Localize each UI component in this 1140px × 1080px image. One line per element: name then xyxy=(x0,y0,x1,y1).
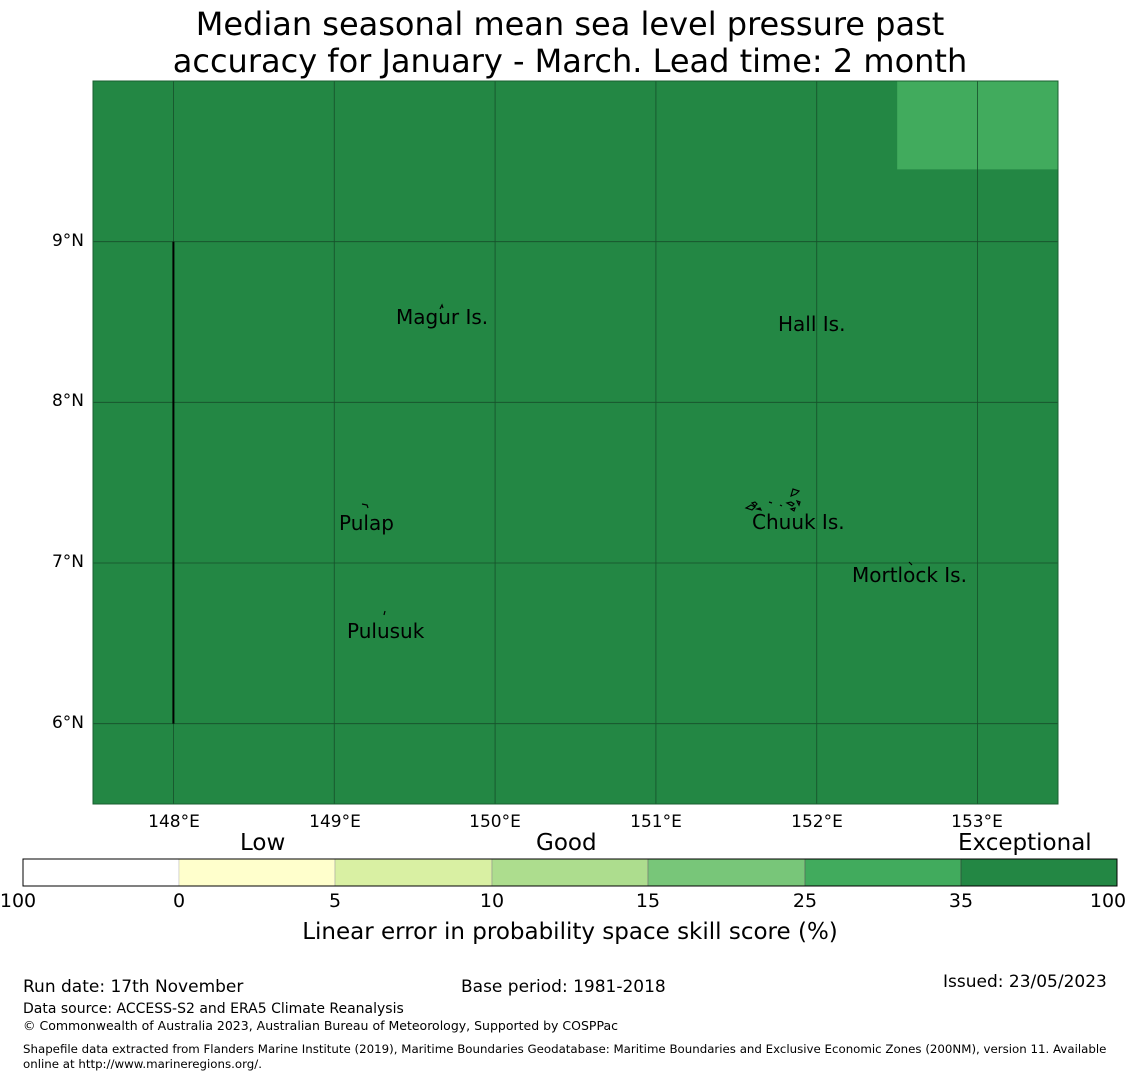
colorbar-tick: -100 xyxy=(0,890,37,912)
category-good: Good xyxy=(536,830,597,856)
place-label-magur: Magur Is. xyxy=(396,305,489,329)
colorbar-tick: 10 xyxy=(479,890,505,912)
lon-tick-150e: 150°E xyxy=(469,812,521,832)
colorbar-segment-2 xyxy=(178,858,336,887)
colorbar-label: Linear error in probability space skill … xyxy=(302,919,838,945)
colorbar-segment-3 xyxy=(334,858,493,887)
island-outlines xyxy=(361,303,913,616)
pulusuk-island-outline xyxy=(383,610,386,616)
colorbar-tick: 0 xyxy=(172,890,186,912)
copyright-notice: © Commonwealth of Australia 2023, Austra… xyxy=(23,1018,618,1033)
colorbar-frame xyxy=(22,858,1118,887)
run-date: Run date: 17th November xyxy=(23,977,244,997)
map-title: Median seasonal mean sea level pressure … xyxy=(0,6,1140,80)
place-label-pulusuk: Pulusuk xyxy=(347,619,425,643)
lon-tick-151e: 151°E xyxy=(630,812,682,832)
shapefile-credit-line-2: online at http://www.marineregions.org/. xyxy=(23,1057,262,1071)
title-line-1: Median seasonal mean sea level pressure … xyxy=(195,5,945,43)
lat-tick-8n: 8°N xyxy=(51,391,84,411)
gridlines xyxy=(93,81,1058,804)
data-source: Data source: ACCESS-S2 and ERA5 Climate … xyxy=(23,1001,404,1017)
mortlock-island-outline xyxy=(908,561,913,566)
lat-tick-9n: 9°N xyxy=(51,231,84,251)
colorbar-tick: 25 xyxy=(792,890,818,912)
colorbar-segment-1 xyxy=(22,858,180,887)
shapefile-credit-line-1: Shapefile data extracted from Flanders M… xyxy=(23,1042,1107,1056)
place-label-chuuk: Chuuk Is. xyxy=(752,510,845,534)
lon-tick-149e: 149°E xyxy=(309,812,361,832)
issued-date: Issued: 23/05/2023 xyxy=(943,972,1107,992)
place-label-mortlock: Mortlock Is. xyxy=(852,563,967,587)
colorbar-tick: 35 xyxy=(948,890,974,912)
colorbar-segment-6 xyxy=(804,858,962,887)
colorbar-segment-7 xyxy=(960,858,1118,887)
colorbar-tick: 5 xyxy=(328,890,342,912)
colorbar-tick: 15 xyxy=(635,890,661,912)
lon-tick-148e: 148°E xyxy=(148,812,200,832)
category-exceptional: Exceptional xyxy=(958,830,1092,856)
category-low: Low xyxy=(240,830,286,856)
lat-tick-6n: 6°N xyxy=(51,713,84,733)
place-label-pulap: Pulap xyxy=(339,511,394,535)
pulap-island-outline xyxy=(361,503,369,509)
colorbar-segment-5 xyxy=(647,858,806,887)
map-frame xyxy=(92,80,1059,805)
title-line-2: accuracy for January - March. Lead time:… xyxy=(172,42,968,80)
colorbar xyxy=(22,858,1118,887)
colorbar-tick: 100 xyxy=(1089,890,1127,912)
chuuk-lagoon-outline xyxy=(744,488,801,512)
skill-score-field xyxy=(93,81,1058,804)
lon-tick-153e: 153°E xyxy=(951,812,1003,832)
colorbar-segment-4 xyxy=(491,858,649,887)
lat-tick-7n: 7°N xyxy=(51,552,84,572)
lon-tick-152e: 152°E xyxy=(791,812,843,832)
magur-island-outline xyxy=(439,303,444,310)
base-period: Base period: 1981-2018 xyxy=(461,977,666,997)
place-label-hall: Hall Is. xyxy=(778,312,846,336)
